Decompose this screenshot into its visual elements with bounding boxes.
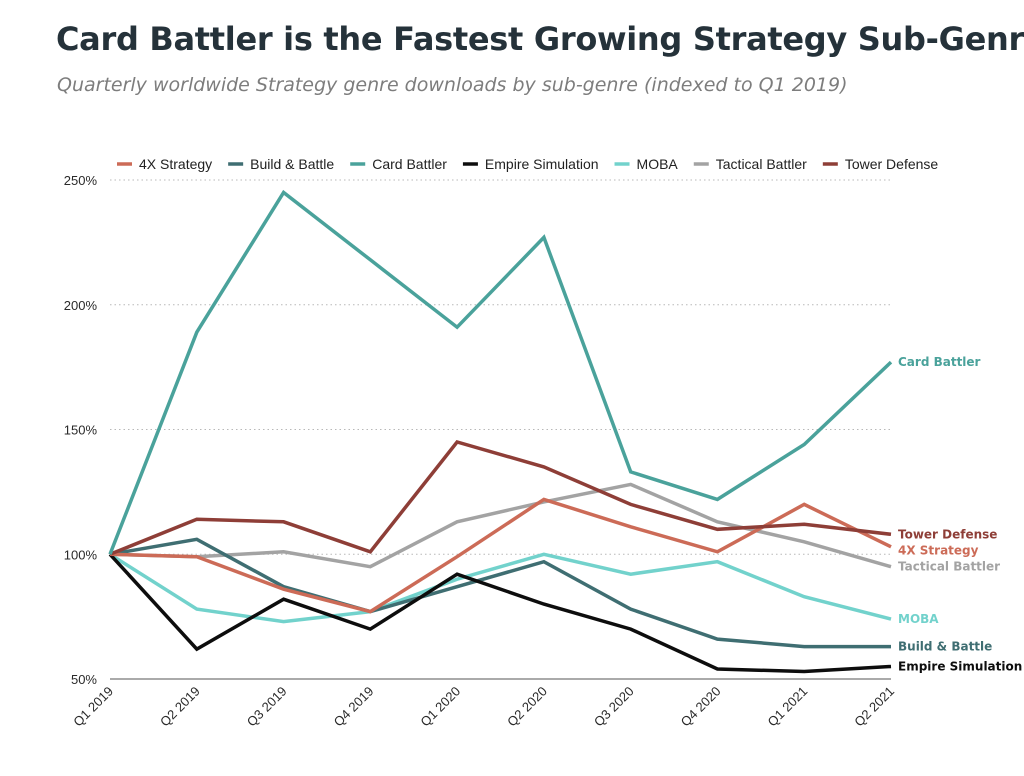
x-tick-label: Q2 2021 xyxy=(851,684,897,730)
legend-item-card-battler: Card Battler xyxy=(350,156,447,172)
end-label-4x-strategy: 4X Strategy xyxy=(898,543,979,557)
legend-label: MOBA xyxy=(637,156,679,172)
legend-item-4x-strategy: 4X Strategy xyxy=(117,156,212,172)
series-line-build-battle xyxy=(109,537,891,649)
series-line-moba xyxy=(109,552,892,624)
x-tick-label: Q1 2019 xyxy=(70,684,116,730)
series-lines xyxy=(108,189,893,674)
legend-label: Tower Defense xyxy=(845,156,939,172)
legend-label: Tactical Battler xyxy=(716,156,807,172)
chart-title: Card Battler is the Fastest Growing Stra… xyxy=(56,20,1024,58)
series-line-tactical-battler xyxy=(109,482,892,569)
y-tick-label: 250% xyxy=(64,173,98,188)
end-label-build-battle: Build & Battle xyxy=(898,640,992,654)
end-labels: Card Battler Tower Defense 4X Strategy Tact… xyxy=(898,355,1022,673)
legend-label: Empire Simulation xyxy=(485,156,599,172)
end-label-tactical-battler: Tactical Battler xyxy=(898,560,1000,574)
legend-item-moba: MOBA xyxy=(614,156,679,172)
legend-item-build-battle: Build & Battle xyxy=(228,156,334,172)
end-label-empire-simulation: Empire Simulation xyxy=(898,660,1022,674)
legend: 4X Strategy Build & Battle Card Battler Emp… xyxy=(117,156,938,172)
series-line-empire-simulation xyxy=(108,553,892,674)
x-tick-label: Q1 2021 xyxy=(764,684,810,730)
x-tick-label: Q4 2019 xyxy=(331,684,377,730)
chart-subtitle: Quarterly worldwide Strategy genre downl… xyxy=(57,74,848,96)
x-axis: Q1 2019 Q2 2019 Q3 2019 Q4 2019 Q1 2020 Q2 20… xyxy=(70,678,897,730)
grid xyxy=(110,179,891,555)
legend-label: Build & Battle xyxy=(250,156,334,172)
x-tick-label: Q2 2020 xyxy=(504,684,550,730)
y-tick-label: 150% xyxy=(64,423,98,438)
series-line-tower-defense xyxy=(109,439,892,556)
legend-label: Card Battler xyxy=(372,156,447,172)
x-tick-label: Q3 2020 xyxy=(591,684,637,730)
x-tick-label: Q4 2020 xyxy=(678,684,724,730)
end-label-tower-defense: Tower Defense xyxy=(898,527,997,541)
legend-item-tower-defense: Tower Defense xyxy=(822,156,939,172)
x-tick-label: Q1 2020 xyxy=(417,684,463,730)
y-tick-label: 50% xyxy=(71,672,97,687)
y-axis: 50% 100% 150% 200% 250% xyxy=(64,173,98,687)
x-tick-label: Q2 2019 xyxy=(157,684,203,730)
y-tick-label: 200% xyxy=(64,298,98,313)
legend-item-tactical-battler: Tactical Battler xyxy=(693,156,807,172)
end-label-moba: MOBA xyxy=(898,612,939,626)
y-tick-label: 100% xyxy=(64,547,98,562)
legend-label: 4X Strategy xyxy=(139,156,212,172)
x-tick-label: Q3 2019 xyxy=(244,684,290,730)
legend-item-empire-simulation: Empire Simulation xyxy=(462,156,599,172)
series-line-card-battler xyxy=(108,189,893,555)
end-label-card-battler: Card Battler xyxy=(898,355,981,369)
